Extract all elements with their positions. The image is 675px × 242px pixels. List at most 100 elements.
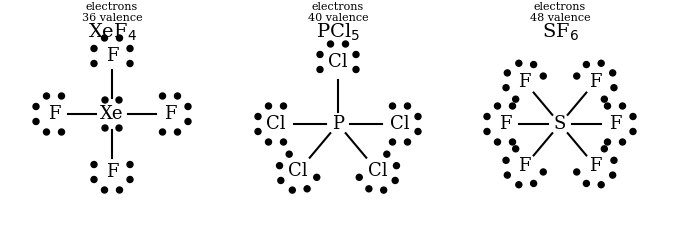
Circle shape <box>504 70 510 76</box>
Circle shape <box>611 85 617 91</box>
Circle shape <box>59 93 65 99</box>
Circle shape <box>394 163 400 169</box>
Circle shape <box>503 157 509 163</box>
Circle shape <box>495 103 500 109</box>
Circle shape <box>286 151 292 157</box>
Circle shape <box>611 157 617 163</box>
Circle shape <box>583 61 589 68</box>
Text: F: F <box>106 47 118 65</box>
Circle shape <box>91 45 97 52</box>
Circle shape <box>513 96 518 102</box>
Circle shape <box>510 139 516 145</box>
Circle shape <box>159 129 165 135</box>
Circle shape <box>327 41 333 47</box>
Text: PCl$_5$: PCl$_5$ <box>316 21 360 43</box>
Circle shape <box>117 187 122 193</box>
Text: electrons: electrons <box>534 2 586 12</box>
Circle shape <box>304 186 310 192</box>
Circle shape <box>159 93 165 99</box>
Text: F: F <box>609 115 621 133</box>
Circle shape <box>33 119 39 124</box>
Circle shape <box>583 181 589 186</box>
Circle shape <box>277 163 283 169</box>
Text: F: F <box>164 105 176 123</box>
Text: P: P <box>332 115 344 133</box>
Circle shape <box>513 146 518 152</box>
Text: 36 valence: 36 valence <box>82 13 142 23</box>
Circle shape <box>574 73 580 79</box>
Circle shape <box>605 139 610 145</box>
Circle shape <box>381 187 387 193</box>
Circle shape <box>127 45 133 52</box>
Circle shape <box>127 60 133 67</box>
Text: Cl: Cl <box>288 162 308 181</box>
Circle shape <box>415 113 421 120</box>
Circle shape <box>630 129 636 135</box>
Circle shape <box>574 169 580 175</box>
Text: Cl: Cl <box>390 115 410 133</box>
Circle shape <box>43 129 49 135</box>
Circle shape <box>317 52 323 58</box>
Text: SF$_6$: SF$_6$ <box>541 21 578 43</box>
Text: S: S <box>554 115 566 133</box>
Circle shape <box>127 176 133 182</box>
Circle shape <box>610 70 616 76</box>
Circle shape <box>389 103 396 109</box>
Circle shape <box>392 177 398 183</box>
Circle shape <box>116 97 122 103</box>
Text: Cl: Cl <box>368 162 387 181</box>
Circle shape <box>630 113 636 120</box>
Text: F: F <box>106 163 118 181</box>
Circle shape <box>610 172 616 178</box>
Circle shape <box>175 129 180 135</box>
Circle shape <box>314 174 320 180</box>
Text: Cl: Cl <box>328 53 348 71</box>
Circle shape <box>33 104 39 109</box>
Circle shape <box>389 139 396 145</box>
Circle shape <box>540 169 546 175</box>
Circle shape <box>601 96 608 102</box>
Circle shape <box>598 182 604 188</box>
Text: F: F <box>518 73 531 91</box>
Circle shape <box>290 187 296 193</box>
Circle shape <box>353 67 359 73</box>
Circle shape <box>255 129 261 135</box>
Circle shape <box>404 139 410 145</box>
Circle shape <box>342 41 348 47</box>
Circle shape <box>495 139 500 145</box>
Circle shape <box>516 182 522 188</box>
Text: electrons: electrons <box>86 2 138 12</box>
Circle shape <box>531 61 537 68</box>
Circle shape <box>281 103 286 109</box>
Circle shape <box>102 125 108 131</box>
Circle shape <box>484 113 490 120</box>
Text: Cl: Cl <box>266 115 286 133</box>
Text: F: F <box>48 105 60 123</box>
Circle shape <box>278 177 283 183</box>
Circle shape <box>127 161 133 167</box>
Circle shape <box>503 85 509 91</box>
Circle shape <box>281 139 286 145</box>
Circle shape <box>484 129 490 135</box>
Circle shape <box>101 187 107 193</box>
Circle shape <box>43 93 49 99</box>
Circle shape <box>366 186 372 192</box>
Text: F: F <box>499 115 511 133</box>
Text: 40 valence: 40 valence <box>308 13 369 23</box>
Circle shape <box>605 103 610 109</box>
Text: F: F <box>589 157 601 175</box>
Circle shape <box>504 172 510 178</box>
Circle shape <box>540 73 546 79</box>
Circle shape <box>601 146 608 152</box>
Circle shape <box>59 129 65 135</box>
Text: F: F <box>518 157 531 175</box>
Circle shape <box>404 103 410 109</box>
Circle shape <box>91 60 97 67</box>
Circle shape <box>91 176 97 182</box>
Circle shape <box>265 103 271 109</box>
Circle shape <box>102 97 108 103</box>
Circle shape <box>620 139 626 145</box>
Text: electrons: electrons <box>312 2 364 12</box>
Circle shape <box>175 93 180 99</box>
Circle shape <box>117 35 122 41</box>
